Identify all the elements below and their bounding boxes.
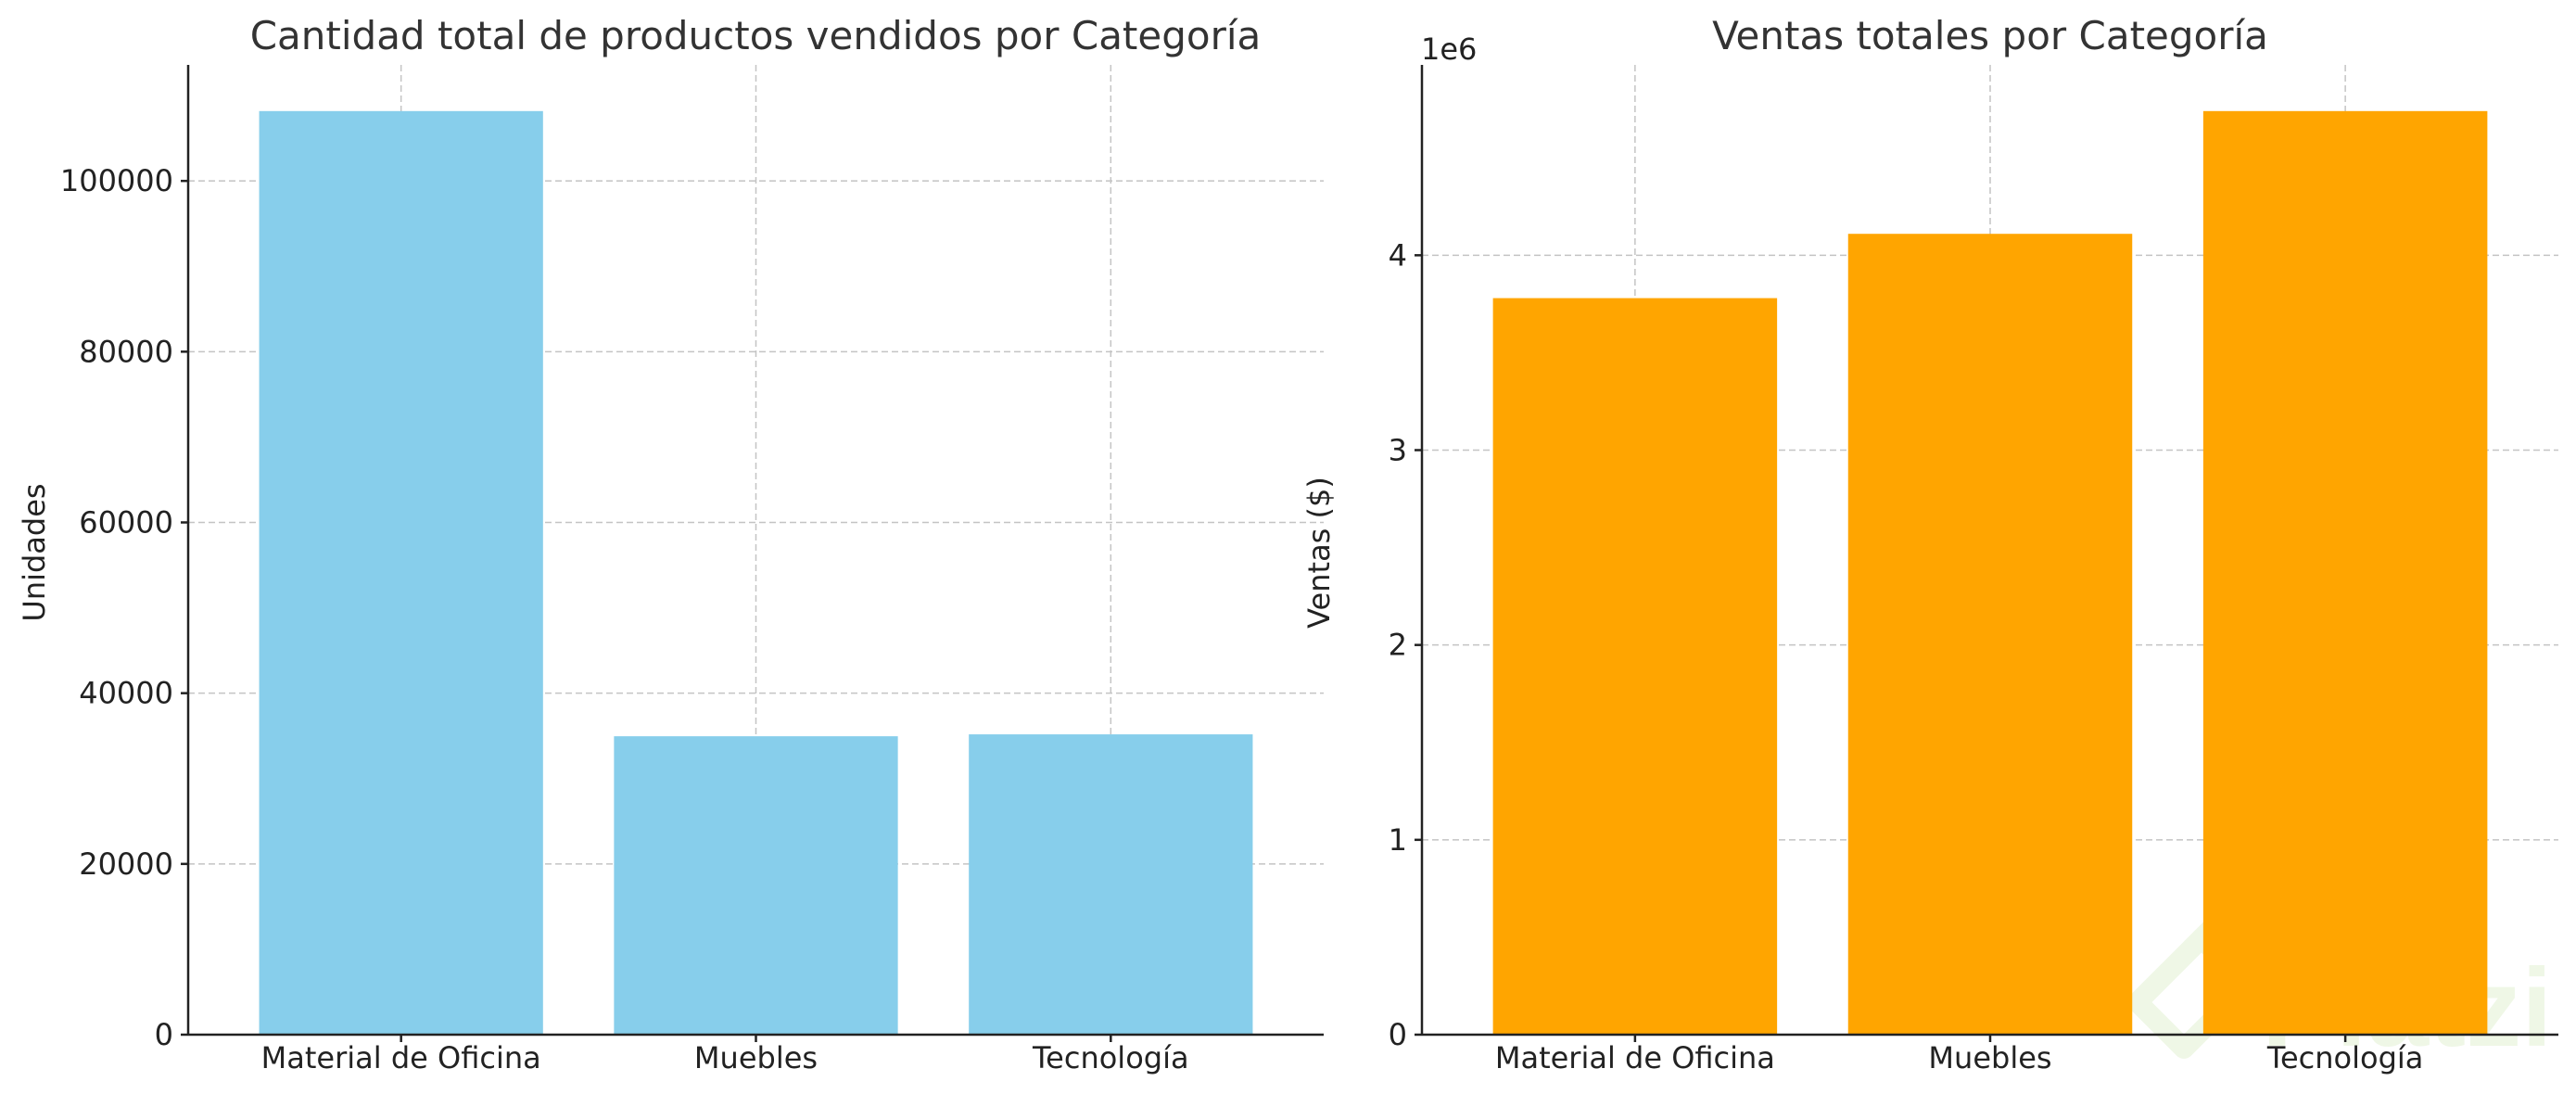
units-y-tick-label: 20000 — [79, 846, 173, 882]
sales-x-tick-label: Tecnología — [2266, 1040, 2424, 1075]
units-y-tick-label: 60000 — [79, 504, 173, 540]
units-x-tick-label: Material de Oficina — [261, 1040, 541, 1075]
sales-x-ticks: Material de Oficina Muebles Tecnología — [1495, 1035, 2424, 1075]
units-y-axis-label: Unidades — [17, 483, 52, 621]
sales-y-axis-label: Ventas ($) — [1301, 477, 1337, 629]
units-bars — [259, 110, 1253, 1035]
units-y-tick-label: 100000 — [60, 163, 173, 198]
sales-y-ticks: 0 1 2 3 4 — [1389, 237, 1422, 1052]
sales-x-tick-label: Muebles — [1928, 1040, 2051, 1075]
sales-chart-title: Ventas totales por Categoría — [1712, 13, 2268, 58]
sales-y-tick-label: 0 — [1389, 1017, 1407, 1052]
units-y-tick-label: 0 — [155, 1017, 173, 1052]
sales-x-tick-label: Material de Oficina — [1495, 1040, 1775, 1075]
units-y-tick-label: 80000 — [79, 334, 173, 369]
sales-y-tick-label: 3 — [1389, 432, 1407, 467]
units-x-tick-label: Tecnología — [1032, 1040, 1189, 1075]
sales-bars — [1492, 110, 2488, 1036]
units-bar-2 — [614, 736, 898, 1035]
sales-y-tick-label: 4 — [1389, 237, 1407, 273]
sales-y-offset-label: 1e6 — [1421, 32, 1477, 67]
sales-chart-panel: Ventas totales por Categoría Ventas ($) … — [1301, 13, 2558, 1075]
sales-y-tick-label: 2 — [1389, 628, 1407, 663]
units-y-tick-label: 40000 — [79, 676, 173, 711]
sales-y-tick-label: 1 — [1389, 822, 1407, 858]
units-chart-title: Cantidad total de productos vendidos por… — [250, 13, 1262, 58]
sales-bar-1 — [1492, 298, 1778, 1036]
units-bar-1 — [259, 110, 543, 1035]
sales-bar-3 — [2202, 110, 2488, 1036]
units-bar-3 — [969, 734, 1253, 1035]
units-y-ticks: 0 20000 40000 60000 80000 100000 — [60, 163, 188, 1052]
units-chart-panel: Cantidad total de productos vendidos por… — [17, 13, 1324, 1075]
sales-bar-2 — [1847, 234, 2133, 1035]
units-x-ticks: Material de Oficina Muebles Tecnología — [261, 1035, 1189, 1075]
units-x-tick-label: Muebles — [694, 1040, 818, 1075]
